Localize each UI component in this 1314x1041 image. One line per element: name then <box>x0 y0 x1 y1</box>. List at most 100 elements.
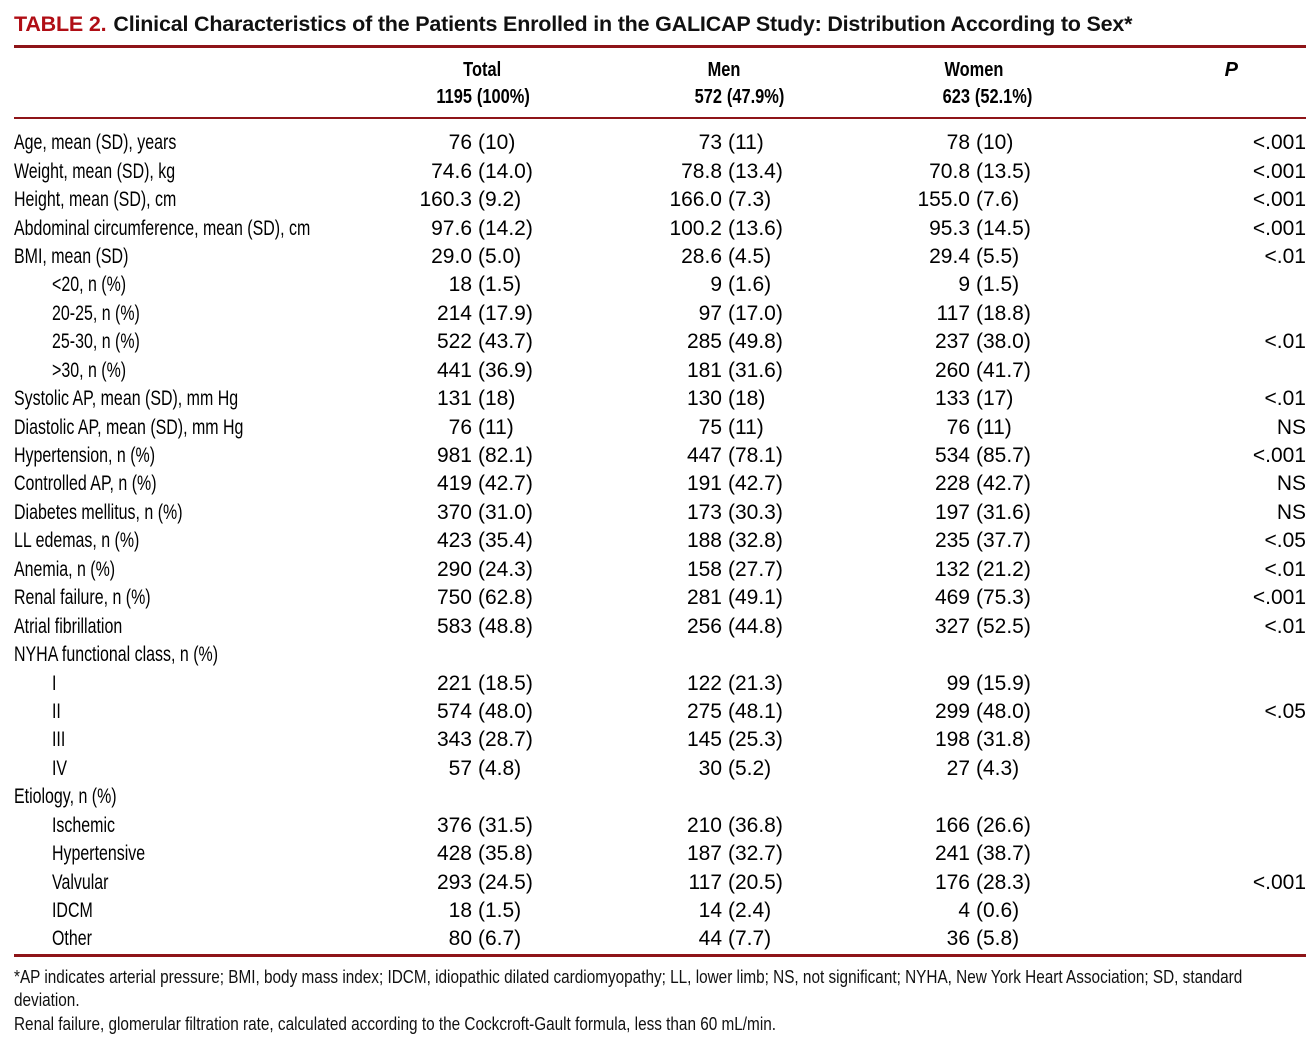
value-percent: (7.3) <box>728 188 772 212</box>
cell-women: 299 (48.0) <box>848 700 1100 724</box>
table-row: <20, n (%) 18 (1.5) 9 (1.6) 9 (1.5) <box>14 271 1306 299</box>
value-percent: (27.7) <box>728 557 783 581</box>
value-percent: (42.7) <box>976 472 1031 496</box>
row-label-text: Valvular <box>52 870 109 894</box>
cell-total: 131 (18) <box>364 387 600 411</box>
value-number: 228 <box>934 472 970 496</box>
cell-total: 574 (48.0) <box>364 700 600 724</box>
cell-women: 117 (18.8) <box>848 302 1100 326</box>
cell-women: 133 (17) <box>848 387 1100 411</box>
header-count-women: 623 (52.1%) <box>848 86 1100 109</box>
value-percent: (35.4) <box>478 529 533 553</box>
row-label-text: IDCM <box>52 899 93 923</box>
value-number: 188 <box>686 529 722 553</box>
value-percent: (48.8) <box>478 614 533 638</box>
cell-women: 534 (85.7) <box>848 444 1100 468</box>
value-number: 30 <box>698 756 722 780</box>
cell-men: 100.2 (13.6) <box>600 217 848 241</box>
table-row: LL edemas, n (%) 423 (35.4) 188 (32.8) 235 (37… <box>14 527 1306 555</box>
cell-men: 187 (32.7) <box>600 842 848 866</box>
footnotes: *AP indicates arterial pressure; BMI, bo… <box>14 957 1306 1036</box>
cell-men: 281 (49.1) <box>600 586 848 610</box>
cell-men: 158 (27.7) <box>600 558 848 582</box>
row-label-text: Other <box>52 927 92 951</box>
row-label-text: Hypertension, n (%) <box>14 444 156 468</box>
cell-women: 241 (38.7) <box>848 842 1100 866</box>
value-number: 78 <box>946 131 970 155</box>
value-percent: (32.8) <box>728 529 783 553</box>
cell-p-value: <.01 <box>1264 330 1306 354</box>
cell-total: 160.3 (9.2) <box>364 188 600 212</box>
value-number: 78.8 <box>681 159 722 183</box>
table-row: Anemia, n (%) 290 (24.3) 158 (27.7) 132 (21.2)… <box>14 556 1306 584</box>
table-body: Age, mean (SD), years 76 (10) 73 (11) 78 (10) <… <box>14 119 1306 954</box>
value-number: 327 <box>934 614 970 638</box>
row-label: Diabetes mellitus, n (%) <box>14 501 364 525</box>
value-percent: (28.7) <box>478 728 533 752</box>
value-number: 181 <box>686 358 722 382</box>
value-percent: (48.0) <box>976 699 1031 723</box>
cell-women: 197 (31.6) <box>848 501 1100 525</box>
cell-men: 30 (5.2) <box>600 757 848 781</box>
cell-total: 76 (10) <box>364 131 600 155</box>
cell-men: 285 (49.8) <box>600 330 848 354</box>
value-percent: (10) <box>478 131 516 155</box>
value-number: 197 <box>934 500 970 524</box>
value-number: 370 <box>436 500 472 524</box>
value-number: 166.0 <box>669 188 722 212</box>
divider-header <box>14 117 1306 119</box>
cell-p-value: <.001 <box>1252 870 1306 894</box>
value-percent: (11) <box>728 415 764 439</box>
value-percent: (21.2) <box>976 557 1031 581</box>
value-percent: (18) <box>728 387 766 411</box>
value-percent: (82.1) <box>478 444 533 468</box>
cell-total: 423 (35.4) <box>364 529 600 553</box>
cell-men: 188 (32.8) <box>600 529 848 553</box>
table-row: BMI, mean (SD) 29.0 (5.0) 28.6 (4.5) 29.4 (5.5… <box>14 243 1306 271</box>
row-label: Age, mean (SD), years <box>14 131 364 155</box>
cell-women: 155.0 (7.6) <box>848 188 1100 212</box>
row-label: 20-25, n (%) <box>14 302 364 326</box>
footnote-renal-failure: Renal failure, glomerular filtration rat… <box>14 1013 777 1034</box>
value-percent: (42.7) <box>478 472 533 496</box>
row-label: Hypertensive <box>14 842 364 866</box>
value-percent: (21.3) <box>728 671 783 695</box>
value-number: 76 <box>448 131 472 155</box>
value-percent: (1.5) <box>976 273 1020 297</box>
cell-women: 9 (1.5) <box>848 273 1100 297</box>
row-label-text: Abdominal circumference, mean (SD), cm <box>14 216 311 240</box>
table-row: Atrial fibrillation 583 (48.8) 256 (44.8) 327… <box>14 612 1306 640</box>
cell-p-value: <.001 <box>1252 444 1306 468</box>
cell-women: 4 (0.6) <box>848 899 1100 923</box>
value-percent: (52.5) <box>976 614 1031 638</box>
value-percent: (38.0) <box>976 330 1031 354</box>
value-percent: (44.8) <box>728 614 783 638</box>
table-row: 20-25, n (%) 214 (17.9) 97 (17.0) 117 (18.8) <box>14 300 1306 328</box>
cell-p-value: NS <box>1276 472 1306 496</box>
value-percent: (0.6) <box>976 899 1020 923</box>
value-number: 281 <box>686 586 722 610</box>
row-label-text: >30, n (%) <box>52 358 127 382</box>
table-row: IDCM 18 (1.5) 14 (2.4) 4 (0.6) <box>14 897 1306 925</box>
cell-men: 210 (36.8) <box>600 814 848 838</box>
cell-women: 198 (31.8) <box>848 728 1100 752</box>
row-label: IV <box>14 757 364 781</box>
value-percent: (15.9) <box>976 671 1031 695</box>
cell-total: 522 (43.7) <box>364 330 600 354</box>
table-title: TABLE 2. Clinical Characteristics of the … <box>14 8 1306 40</box>
value-percent: (38.7) <box>976 842 1031 866</box>
cell-total: 18 (1.5) <box>364 899 600 923</box>
value-percent: (26.6) <box>976 813 1031 837</box>
table-row: Diabetes mellitus, n (%) 370 (31.0) 173 (30.… <box>14 499 1306 527</box>
cell-total: 370 (31.0) <box>364 501 600 525</box>
value-percent: (36.9) <box>478 358 533 382</box>
value-percent: (10) <box>976 131 1014 155</box>
cell-total: 428 (35.8) <box>364 842 600 866</box>
table-row: Systolic AP, mean (SD), mm Hg 131 (18) 130(… <box>14 385 1306 413</box>
value-number: 447 <box>686 444 722 468</box>
value-number: 131 <box>436 387 472 411</box>
value-number: 160.3 <box>419 188 472 212</box>
table-row: Diastolic AP, mean (SD), mm Hg 76 (11) 75 (1… <box>14 413 1306 441</box>
cell-total: 293 (24.5) <box>364 871 600 895</box>
value-percent: (18) <box>478 387 516 411</box>
